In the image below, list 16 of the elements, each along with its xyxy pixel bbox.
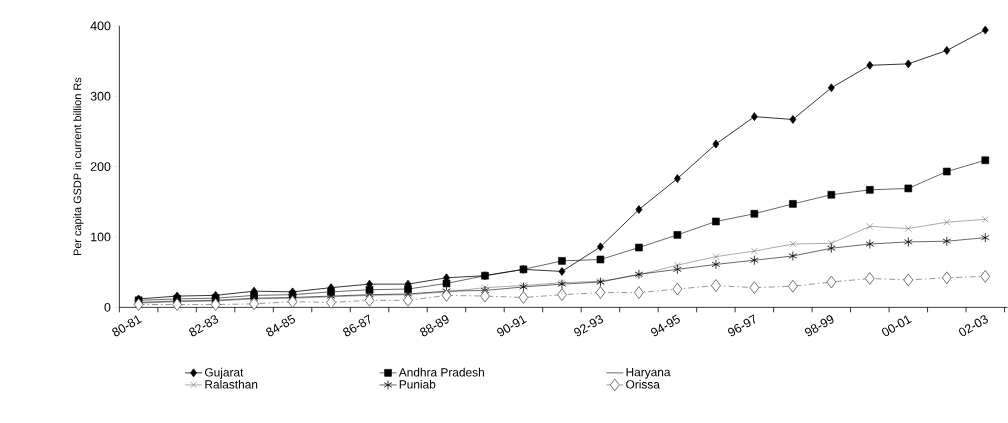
x-tick-label: 00-01 [882, 315, 912, 337]
x-tick-label: 98-99 [804, 315, 834, 337]
legend-label: Orissa [626, 380, 660, 389]
legend-label: Ralasthan [205, 380, 258, 389]
y-tick-label: 0 [104, 303, 111, 312]
y-axis-title: Per capita GSDP in current billion Rs [73, 77, 84, 256]
legend-label: Puniab [399, 380, 436, 389]
legend-label: Andhra Pradesh [398, 367, 484, 377]
y-tick-label: 300 [90, 91, 111, 101]
legend-label: Gujarat [205, 367, 244, 380]
y-tick-label: 200 [90, 162, 111, 172]
x-tick-label: 94-95 [650, 314, 680, 337]
y-tick-label: 400 [90, 21, 111, 31]
y-tick-label: 100 [91, 232, 111, 242]
legend-label: Haryana [626, 368, 671, 379]
x-tick-label: 02-03 [959, 315, 988, 337]
